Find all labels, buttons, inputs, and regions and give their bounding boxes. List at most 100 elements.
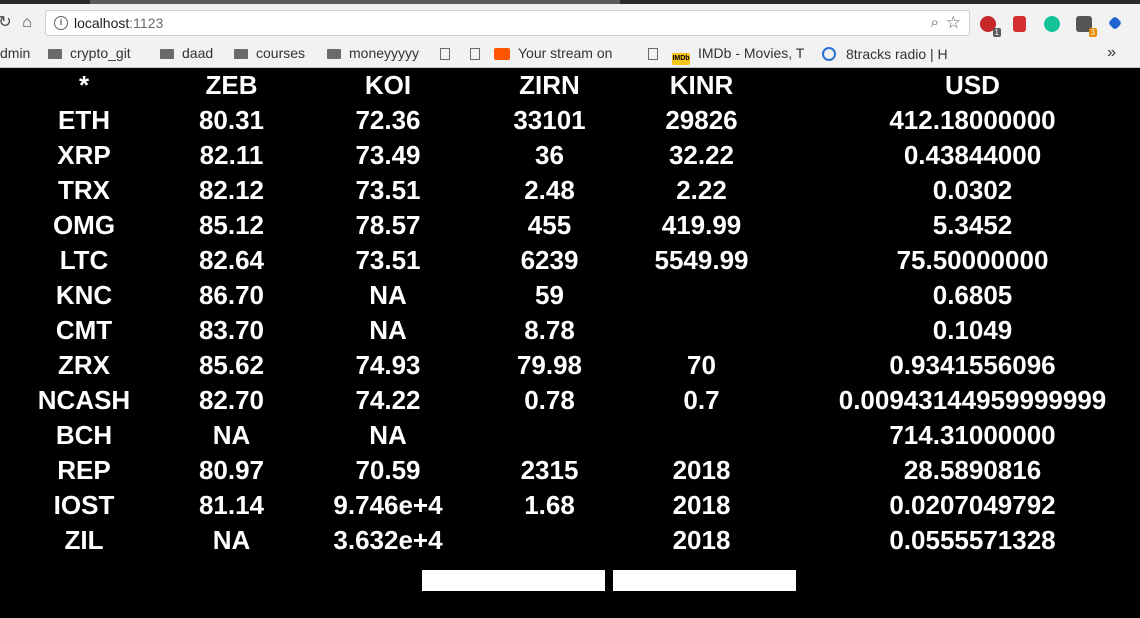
table-cell: 73.49 — [355, 140, 421, 170]
table-row: ETH 80.31 72.36 33101 29826 412.18000000 — [0, 103, 1140, 138]
bookmark-page[interactable] — [648, 45, 666, 61]
action-button-1[interactable] — [422, 570, 605, 591]
table-cell: 29826 — [665, 105, 738, 135]
table-cell: 2.22 — [676, 175, 727, 205]
folder-icon — [327, 49, 341, 59]
header-cell: ZEB — [205, 70, 258, 100]
bookmark-page[interactable] — [470, 45, 488, 61]
soundcloud-icon — [494, 48, 510, 60]
table-cell: 33101 — [513, 105, 586, 135]
table-cell: 0.0302 — [932, 175, 1013, 205]
table-cell: 72.36 — [355, 105, 421, 135]
table-cell: 0.9341556096 — [889, 350, 1056, 380]
table-cell: 0.43844000 — [903, 140, 1042, 170]
folder-icon — [234, 49, 248, 59]
reload-icon[interactable]: ↻ — [0, 14, 12, 31]
home-icon[interactable]: ⌂ — [22, 14, 32, 31]
table-cell: 412.18000000 — [889, 105, 1056, 135]
ublock-extension-icon[interactable]: 1 — [980, 16, 1001, 37]
table-cell — [478, 418, 621, 453]
info-icon[interactable]: i — [54, 16, 68, 30]
table-cell: 2.48 — [524, 175, 575, 205]
table-cell: ZIL — [64, 525, 104, 555]
imdb-icon: IMDb — [672, 53, 690, 65]
bookmark-folder[interactable]: moneyyyyy — [327, 45, 419, 61]
address-bar[interactable]: i localhost:1123 ⌕ ☆ — [45, 10, 970, 36]
table-cell: NCASH — [37, 385, 131, 415]
grammarly-extension-icon[interactable] — [1044, 16, 1060, 32]
page-icon — [470, 48, 480, 60]
bookmark-folder[interactable]: crypto_git — [48, 45, 131, 61]
table-cell: 714.31000000 — [889, 420, 1056, 450]
ethereum-extension-icon[interactable] — [1107, 15, 1123, 31]
tab[interactable] — [90, 0, 330, 4]
table-cell: 82.64 — [198, 245, 265, 275]
table-cell — [630, 418, 773, 453]
table-cell: 0.6805 — [932, 280, 1013, 310]
table-row: REP 80.97 70.59 2315 2018 28.5890816 — [0, 453, 1140, 488]
table-cell: XRP — [57, 140, 111, 170]
bookmark-folder[interactable]: daad — [160, 45, 213, 61]
table-cell: 85.12 — [198, 210, 265, 240]
table-cell: IOST — [53, 490, 115, 520]
bookmark-star-icon[interactable]: ☆ — [945, 13, 961, 32]
table-cell: REP — [57, 455, 111, 485]
tab[interactable] — [330, 0, 620, 4]
table-cell: 80.31 — [198, 105, 265, 135]
extension-icon[interactable]: 3 — [1076, 16, 1097, 37]
tab-strip — [0, 0, 1140, 4]
header-cell: * — [78, 70, 90, 100]
table-cell: 2018 — [672, 455, 731, 485]
bookmarks-bar: dmin crypto_git daad courses moneyyyyy Y… — [0, 40, 1140, 68]
table-cell: NA — [212, 525, 251, 555]
browser-chrome: ↻ ⌂ i localhost:1123 ⌕ ☆ 1 3 dmin crypto… — [0, 0, 1140, 68]
bookmark-folder[interactable]: dmin — [0, 45, 31, 61]
table-header: * ZEB KOI ZIRN KINR USD — [0, 68, 1140, 103]
page-icon — [440, 48, 450, 60]
bookmarks-overflow-button[interactable]: » — [1107, 44, 1116, 61]
url-text[interactable]: localhost:1123 — [74, 15, 164, 31]
bookmark-page[interactable] — [440, 45, 458, 61]
zoom-icon[interactable]: ⌕ — [930, 14, 939, 31]
bookmark-folder[interactable]: courses — [234, 45, 305, 61]
table-cell: 419.99 — [661, 210, 742, 240]
table-cell: TRX — [58, 175, 110, 205]
table-cell: 74.22 — [355, 385, 421, 415]
table-row: OMG 85.12 78.57 455 419.99 5.3452 — [0, 208, 1140, 243]
table-cell: 78.57 — [355, 210, 421, 240]
browser-toolbar: ↻ ⌂ i localhost:1123 ⌕ ☆ 1 3 — [0, 4, 1140, 40]
table-cell: 82.11 — [199, 140, 264, 170]
table-cell: 32.22 — [668, 140, 735, 170]
action-button-2[interactable] — [613, 570, 796, 591]
table-cell: 2018 — [672, 525, 731, 555]
page-icon — [648, 48, 658, 60]
table-cell: CMT — [55, 315, 113, 345]
table-cell: 85.62 — [198, 350, 265, 380]
table-cell: NA — [369, 315, 407, 345]
header-cell: USD — [945, 70, 1000, 100]
table-row: KNC 86.70 NA 59 0.6805 — [0, 278, 1140, 313]
table-cell: 2018 — [672, 490, 731, 520]
table-cell: 8.78 — [524, 315, 575, 345]
table-cell: 83.70 — [198, 315, 265, 345]
table-cell: 0.1049 — [932, 315, 1013, 345]
table-cell — [630, 278, 773, 313]
table-row: ZIL NA 3.632e+4 2018 0.0555571328 — [0, 523, 1140, 558]
table-cell: 74.93 — [355, 350, 421, 380]
table-cell: 3.632e+4 — [333, 525, 443, 555]
table-cell: 0.78 — [524, 385, 575, 415]
table-cell: NA — [369, 280, 407, 310]
bookmark-soundcloud[interactable]: Your stream on — [494, 45, 612, 61]
table-row: LTC 82.64 73.51 6239 5549.99 75.50000000 — [0, 243, 1140, 278]
header-cell: ZIRN — [519, 70, 580, 100]
table-cell: 73.51 — [355, 245, 421, 275]
table-cell: 36 — [535, 140, 564, 170]
table-row: TRX 82.12 73.51 2.48 2.22 0.0302 — [0, 173, 1140, 208]
header-cell: KINR — [669, 70, 734, 100]
bookmark-imdb[interactable]: IMDb IMDb - Movies, T — [672, 45, 804, 65]
pdf-extension-icon[interactable] — [1013, 16, 1026, 32]
table-cell: 2315 — [520, 455, 579, 485]
table-row: ZRX 85.62 74.93 79.98 70 0.9341556096 — [0, 348, 1140, 383]
bookmark-8tracks[interactable]: 8tracks radio | H — [822, 45, 948, 62]
table-cell: 0.0555571328 — [889, 525, 1056, 555]
